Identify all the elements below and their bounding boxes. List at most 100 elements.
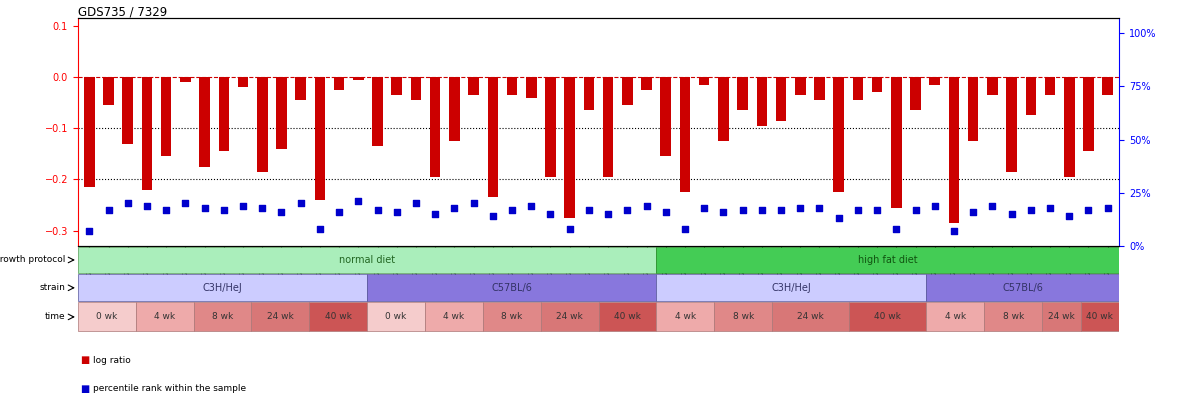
Text: 8 wk: 8 wk <box>1003 312 1023 322</box>
Text: ■: ■ <box>80 356 90 365</box>
Text: strain: strain <box>40 284 66 292</box>
Bar <box>296 77 306 100</box>
Point <box>214 207 233 213</box>
Point <box>541 211 560 217</box>
Point <box>503 207 522 213</box>
Point <box>272 209 291 215</box>
Bar <box>565 77 575 218</box>
Point <box>752 207 771 213</box>
Point <box>407 200 426 207</box>
Bar <box>541 302 598 331</box>
Bar <box>1064 77 1075 177</box>
Text: 4 wk: 4 wk <box>675 312 695 322</box>
Bar <box>372 77 383 146</box>
Point <box>195 205 214 211</box>
Point <box>983 202 1002 209</box>
Point <box>445 205 464 211</box>
Bar <box>160 77 171 156</box>
Bar <box>468 77 479 95</box>
Bar <box>200 77 209 167</box>
Bar <box>309 302 367 331</box>
Bar <box>622 77 632 105</box>
Text: 24 wk: 24 wk <box>1047 312 1075 322</box>
Point <box>233 202 253 209</box>
Point <box>733 207 752 213</box>
Text: 0 wk: 0 wk <box>385 312 407 322</box>
Text: 24 wk: 24 wk <box>797 312 824 322</box>
Bar <box>910 77 920 111</box>
Text: growth protocol: growth protocol <box>0 256 66 264</box>
Point <box>656 209 675 215</box>
Bar <box>367 302 425 331</box>
Bar <box>871 77 882 92</box>
Point <box>1002 211 1021 217</box>
Text: 8 wk: 8 wk <box>212 312 233 322</box>
Point <box>925 202 944 209</box>
Bar <box>1007 77 1017 172</box>
Bar <box>430 77 440 177</box>
Bar <box>1026 77 1037 115</box>
Bar <box>715 302 772 331</box>
Bar <box>656 302 715 331</box>
Text: 4 wk: 4 wk <box>154 312 175 322</box>
Bar <box>737 77 748 111</box>
Bar <box>78 275 367 301</box>
Point <box>810 205 830 211</box>
Point <box>426 211 445 217</box>
Bar <box>251 302 309 331</box>
Text: 8 wk: 8 wk <box>733 312 754 322</box>
Bar <box>598 302 656 331</box>
Bar <box>425 302 482 331</box>
Point <box>791 205 810 211</box>
Bar <box>968 77 978 141</box>
Bar <box>545 77 555 177</box>
Point <box>560 226 579 232</box>
Point <box>618 207 637 213</box>
Text: 40 wk: 40 wk <box>324 312 352 322</box>
Point <box>964 209 983 215</box>
Text: log ratio: log ratio <box>93 356 132 365</box>
Bar <box>135 302 194 331</box>
Point <box>99 207 119 213</box>
Bar <box>103 77 114 105</box>
Bar <box>849 302 926 331</box>
Bar <box>194 302 251 331</box>
Point <box>367 207 387 213</box>
Bar <box>238 77 248 87</box>
Bar <box>1045 77 1056 95</box>
Text: C57BL/6: C57BL/6 <box>1002 283 1044 293</box>
Bar <box>772 302 849 331</box>
Point <box>694 205 713 211</box>
Point <box>176 200 195 207</box>
Bar <box>122 77 133 144</box>
Bar <box>926 302 984 331</box>
Bar <box>656 247 1119 273</box>
Point <box>329 209 348 215</box>
Bar <box>642 77 652 90</box>
Bar <box>78 302 135 331</box>
Text: C57BL/6: C57BL/6 <box>491 283 533 293</box>
Bar <box>180 77 190 82</box>
Bar <box>814 77 825 100</box>
Bar <box>852 77 863 100</box>
Text: ■: ■ <box>80 384 90 394</box>
Point <box>1059 213 1078 220</box>
Point <box>713 209 733 215</box>
Point <box>1021 207 1040 213</box>
Bar <box>656 275 926 301</box>
Point <box>637 202 656 209</box>
Bar <box>391 77 402 95</box>
Text: normal diet: normal diet <box>339 255 395 265</box>
Bar <box>718 77 729 141</box>
Bar <box>78 247 656 273</box>
Text: 24 wk: 24 wk <box>267 312 293 322</box>
Text: 0 wk: 0 wk <box>96 312 117 322</box>
Text: 40 wk: 40 wk <box>1087 312 1113 322</box>
Point <box>906 207 925 213</box>
Bar <box>776 77 786 121</box>
Bar <box>257 77 268 172</box>
Text: C3H/HeJ: C3H/HeJ <box>772 283 812 293</box>
Bar <box>367 275 656 301</box>
Bar <box>929 77 940 85</box>
Bar <box>1102 77 1113 95</box>
